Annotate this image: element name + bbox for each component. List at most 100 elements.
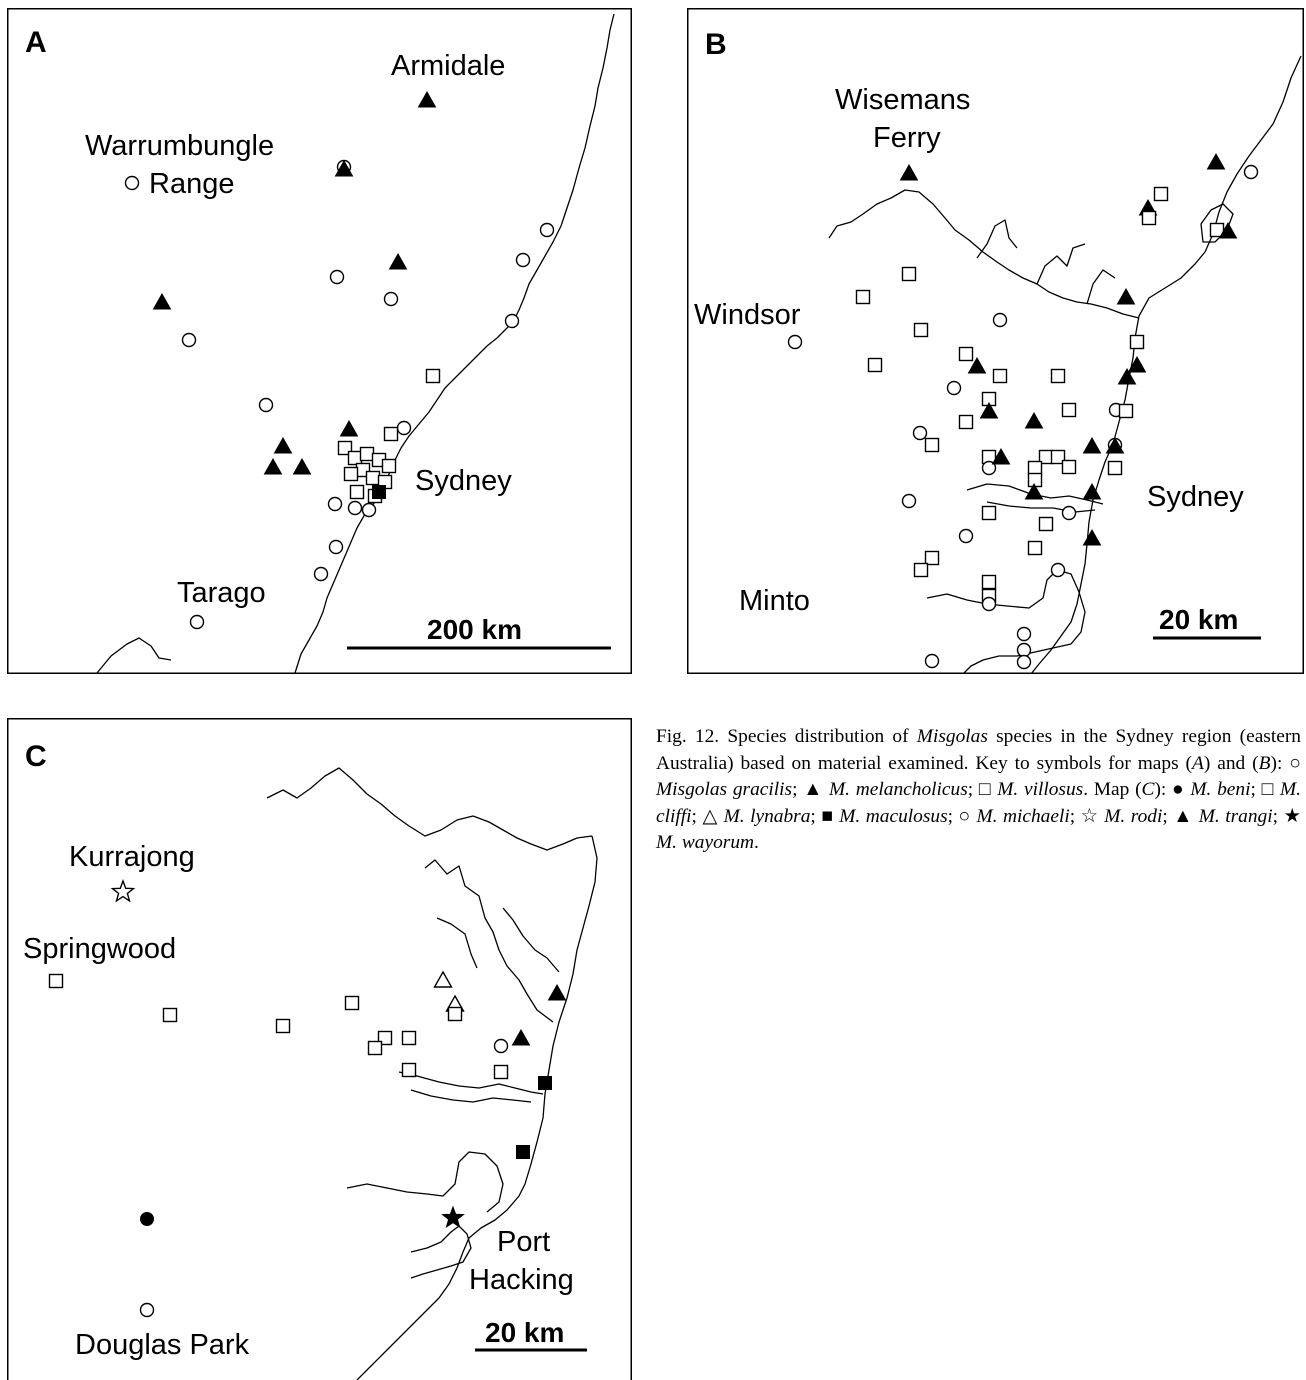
circle-open-mark — [327, 496, 343, 512]
place-sydney-b: Sydney — [1147, 481, 1244, 513]
square-filled-icon: ■ — [821, 805, 834, 827]
triangle-filled-mark — [1206, 152, 1226, 170]
triangle-filled-mark — [1082, 528, 1102, 546]
square-filled-mark — [516, 1145, 530, 1159]
triangle-filled-mark — [991, 447, 1011, 465]
square-open-mark — [1141, 210, 1157, 226]
coastline-a — [294, 13, 615, 674]
place-armidale: Armidale — [391, 50, 505, 82]
triangle-filled-icon: ▲ — [803, 779, 824, 801]
circle-open-mark — [912, 425, 928, 441]
square-open-mark — [981, 505, 997, 521]
square-open-mark — [1129, 334, 1145, 350]
square-open-mark — [1027, 460, 1043, 476]
specimen-symbols-b — [787, 152, 1259, 670]
triangle-filled-mark — [152, 292, 172, 310]
square-open-mark — [275, 1018, 291, 1034]
triangle-filled-mark — [511, 1028, 531, 1046]
scale-label-a: 200 km — [427, 614, 522, 645]
square-open-mark — [855, 289, 871, 305]
triangle-filled-mark — [1127, 355, 1147, 373]
circle-open-mark — [139, 1302, 155, 1318]
square-open-mark — [401, 1030, 417, 1046]
triangle-filled-mark — [1116, 287, 1136, 305]
square-open-mark — [1118, 403, 1134, 419]
triangle-filled-mark — [417, 90, 437, 108]
square-open-mark — [365, 470, 381, 486]
square-open-mark — [1061, 459, 1077, 475]
river-hawkesbury — [828, 189, 1140, 319]
figure-caption: Fig. 12. Species distribution of Misgola… — [656, 726, 1301, 854]
square-open-mark — [913, 562, 929, 578]
square-open-mark — [913, 322, 929, 338]
circle-open-mark — [1016, 626, 1032, 642]
circle-open-mark — [515, 252, 531, 268]
square-open-mark — [343, 466, 359, 482]
place-ferry: Ferry — [873, 122, 941, 154]
circle-open-mark — [329, 269, 345, 285]
port-hacking-c — [410, 1225, 472, 1279]
circle-open-icon: ○ — [958, 805, 971, 827]
star-open-icon: ☆ — [1080, 805, 1099, 827]
river-branch-c — [424, 859, 560, 1023]
square-open-mark — [1050, 368, 1066, 384]
circle-open-mark — [1243, 164, 1259, 180]
circle-open-mark — [981, 596, 997, 612]
specimen-symbols-c — [48, 878, 567, 1318]
square-open-mark — [344, 995, 360, 1011]
circle-open-mark — [1016, 654, 1032, 670]
circle-open-mark — [383, 291, 399, 307]
circle-open-mark — [504, 313, 520, 329]
triangle-filled-icon: ▲ — [1173, 805, 1194, 827]
panel-letter-b: B — [705, 28, 727, 61]
coastline-c — [356, 835, 598, 1380]
square-open-mark — [1061, 402, 1077, 418]
triangle-filled-mark — [979, 401, 999, 419]
circle-open-mark — [493, 1038, 509, 1054]
map-panel-c: C 20 km Kurrajong Springwood Port Hackin… — [7, 718, 632, 1380]
square-open-mark — [1027, 472, 1043, 488]
square-open-mark — [425, 368, 441, 384]
circle-filled-mark — [140, 1212, 154, 1226]
circle-open-mark — [946, 380, 962, 396]
square-open-icon: □ — [1261, 779, 1275, 801]
square-open-mark — [1050, 449, 1066, 465]
place-port: Port — [497, 1226, 550, 1258]
square-open-mark — [1153, 186, 1169, 202]
circle-open-mark — [1016, 642, 1032, 658]
place-minto: Minto — [739, 585, 810, 617]
circle-open-icon: ○ — [1289, 752, 1301, 774]
circle-open-mark — [924, 653, 940, 669]
triangle-open-icon: △ — [702, 805, 719, 827]
coastline-a-bay — [96, 637, 172, 674]
square-open-mark — [347, 450, 363, 466]
map-panel-b: B 20 km Wisemans Ferry Windsor Sydney Mi… — [687, 8, 1304, 674]
square-open-mark — [48, 973, 64, 989]
coastline-b — [1030, 55, 1302, 674]
place-tarago: Tarago — [177, 577, 266, 609]
specimen-symbols-a — [124, 90, 555, 630]
triangle-filled-mark — [899, 163, 919, 181]
square-open-mark — [992, 368, 1008, 384]
square-open-mark — [867, 357, 883, 373]
square-open-mark — [447, 1006, 463, 1022]
circle-open-mark — [124, 175, 140, 191]
triangle-filled-mark — [1024, 411, 1044, 429]
circle-filled-icon: ● — [1172, 779, 1185, 801]
triangle-filled-mark — [547, 983, 567, 1001]
triangle-filled-mark — [1218, 221, 1238, 239]
star-filled-mark — [441, 1205, 465, 1229]
square-open-mark — [367, 1040, 383, 1056]
square-open-mark — [924, 550, 940, 566]
circle-open-mark — [361, 502, 377, 518]
square-open-mark — [359, 446, 375, 462]
circle-open-mark — [958, 528, 974, 544]
star-filled-icon: ★ — [1283, 805, 1301, 827]
circle-open-mark — [992, 312, 1008, 328]
triangle-filled-mark — [1082, 436, 1102, 454]
square-filled-mark — [372, 485, 386, 499]
place-wisemans: Wisemans — [835, 84, 970, 116]
triangle-filled-mark — [1105, 436, 1125, 454]
circle-open-mark — [1061, 505, 1077, 521]
panel-letter-a: A — [25, 26, 47, 59]
